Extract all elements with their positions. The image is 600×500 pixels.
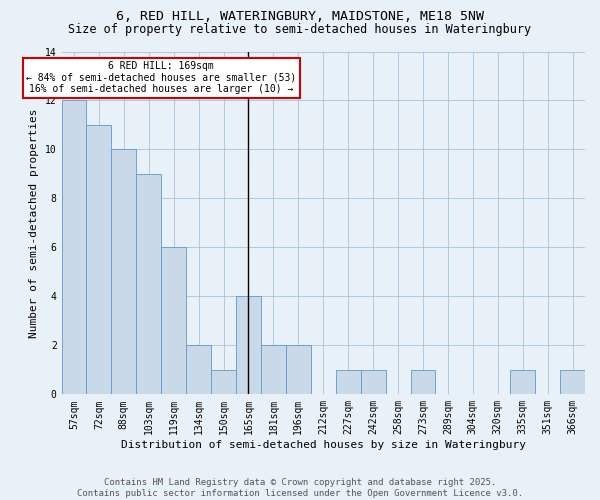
Bar: [161, 248, 186, 394]
Bar: [86, 125, 112, 394]
Bar: [261, 346, 286, 395]
Text: 6 RED HILL: 169sqm
← 84% of semi-detached houses are smaller (53)
16% of semi-de: 6 RED HILL: 169sqm ← 84% of semi-detache…: [26, 62, 296, 94]
X-axis label: Distribution of semi-detached houses by size in Wateringbury: Distribution of semi-detached houses by …: [121, 440, 526, 450]
Bar: [236, 296, 261, 394]
Bar: [186, 346, 211, 395]
Bar: [112, 150, 136, 394]
Text: Contains HM Land Registry data © Crown copyright and database right 2025.
Contai: Contains HM Land Registry data © Crown c…: [77, 478, 523, 498]
Bar: [136, 174, 161, 394]
Bar: [410, 370, 436, 394]
Text: Size of property relative to semi-detached houses in Wateringbury: Size of property relative to semi-detach…: [68, 22, 532, 36]
Bar: [560, 370, 585, 394]
Bar: [361, 370, 386, 394]
Bar: [286, 346, 311, 395]
Text: 6, RED HILL, WATERINGBURY, MAIDSTONE, ME18 5NW: 6, RED HILL, WATERINGBURY, MAIDSTONE, ME…: [116, 10, 484, 23]
Bar: [336, 370, 361, 394]
Bar: [510, 370, 535, 394]
Bar: [62, 100, 86, 395]
Y-axis label: Number of semi-detached properties: Number of semi-detached properties: [29, 108, 40, 338]
Bar: [211, 370, 236, 394]
